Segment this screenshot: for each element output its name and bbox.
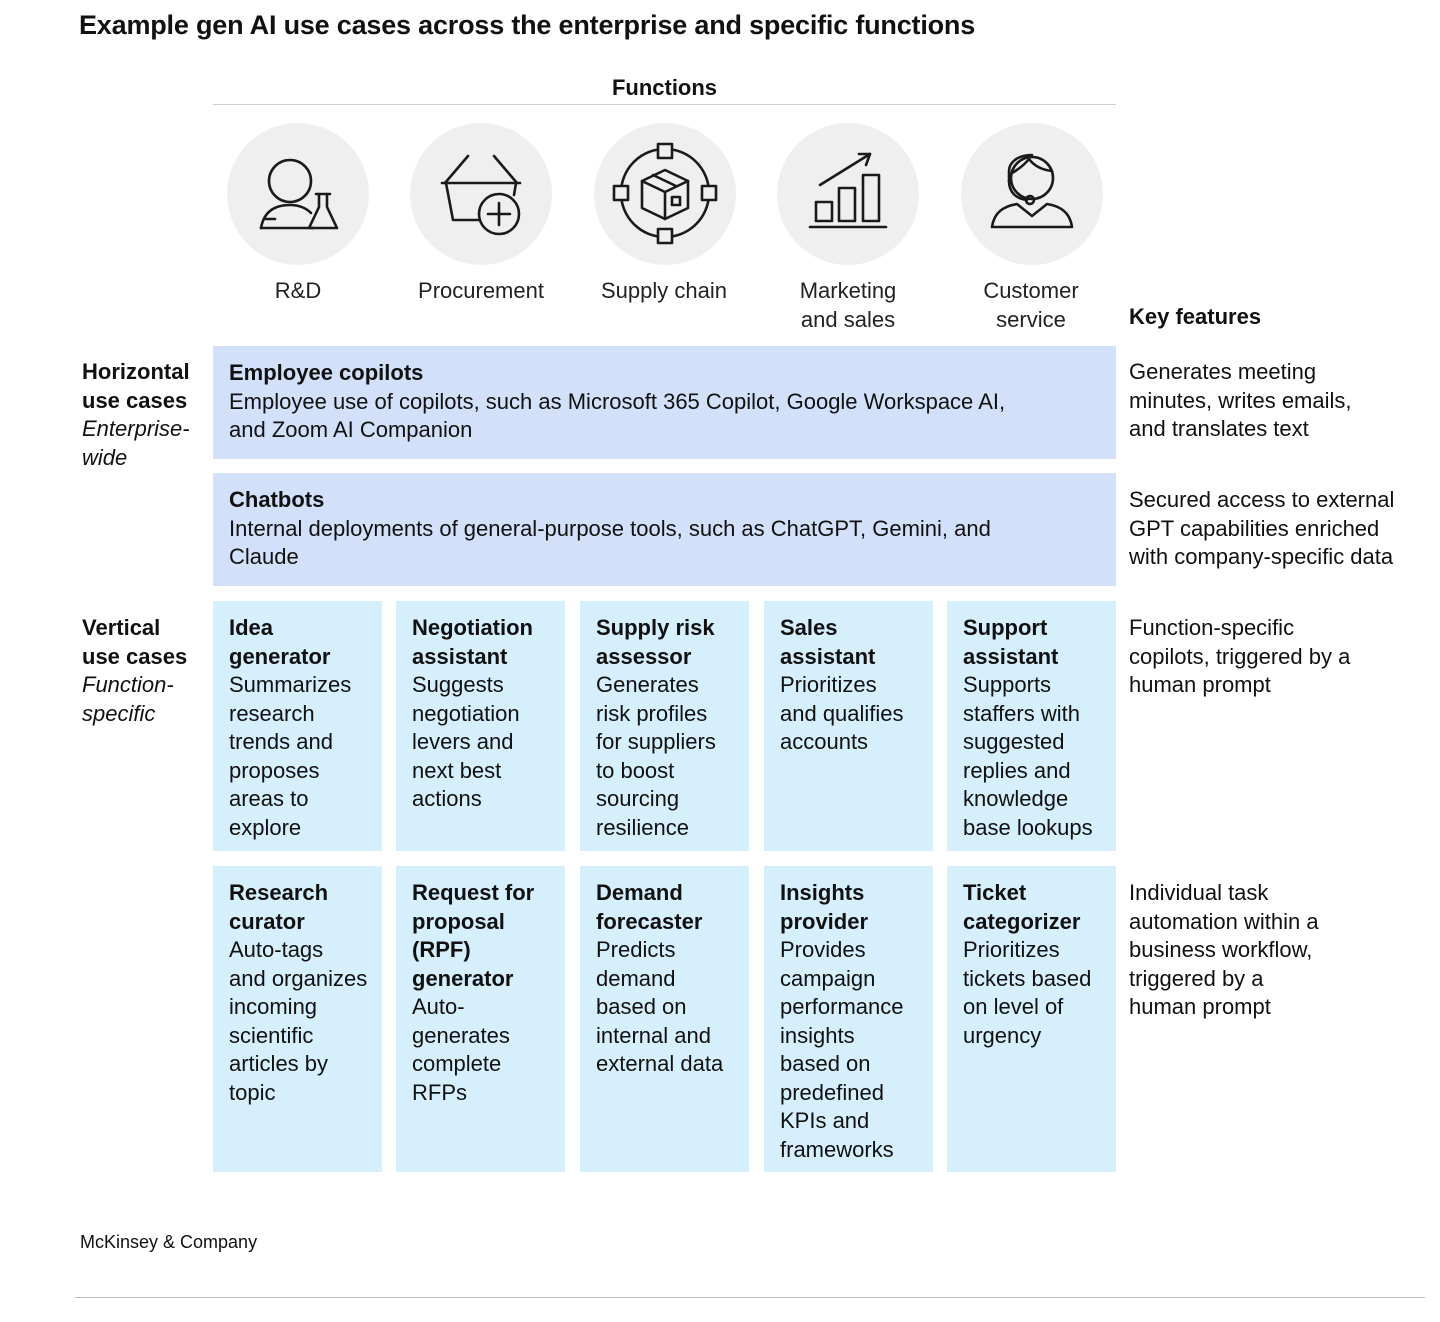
box-description: Employee use of copilots, such as Micros… — [229, 388, 1006, 443]
vertical-label-title: Vertical use cases — [82, 615, 188, 669]
functions-heading: Functions — [611, 75, 718, 100]
card-title: Ticket categorizer — [963, 880, 1081, 934]
card-title: Sales assistant — [780, 615, 876, 669]
use-case-card: Supply risk assessor Generates risk prof… — [580, 601, 749, 851]
page-title: Example gen AI use cases across the ente… — [79, 10, 976, 40]
use-case-card: Sales assistant Prioritizes and qualifie… — [764, 601, 933, 851]
key-feature-text: Secured access to external GPT capabilit… — [1129, 487, 1395, 569]
growth-chart-icon — [777, 123, 919, 265]
card-description: Suggests negotiation levers and next bes… — [412, 672, 520, 811]
card-title: Support assistant — [963, 615, 1059, 669]
function-label-supply-chain: Supply chain — [601, 278, 727, 303]
horizontal-use-cases-label: Horizontal use cases Enterprise- wide — [82, 358, 190, 472]
use-case-card: Research curator Auto-tags and organizes… — [213, 866, 382, 1172]
horizontal-label-subtitle: Enterprise- wide — [82, 416, 190, 470]
use-case-card: Idea generator Summarizes research trend… — [213, 601, 382, 851]
card-description: Provides campaign performance insights b… — [780, 937, 904, 1162]
vertical-label-subtitle: Function- specific — [82, 672, 174, 726]
key-feature-text: Function-specific copilots, triggered by… — [1129, 615, 1351, 697]
card-description: Auto-tags and organizes incoming scienti… — [229, 937, 368, 1105]
card-description: Prioritizes tickets based on level of ur… — [963, 937, 1092, 1048]
use-case-card: Support assistant Supports staffers with… — [947, 601, 1116, 851]
chatbots-box: Chatbots Internal deployments of general… — [213, 473, 1116, 586]
box-description: Internal deployments of general-purpose … — [229, 515, 991, 570]
function-label-marketing-sales: Marketing and sales — [799, 278, 897, 332]
functions-divider — [213, 104, 1116, 105]
function-label-customer-service: Customer service — [983, 278, 1079, 332]
card-title: Insights provider — [780, 880, 869, 934]
use-case-card: Demand forecaster Predicts demand based … — [580, 866, 749, 1172]
function-label-procurement: Procurement — [418, 278, 544, 303]
use-case-card: Negotiation assistant Suggests negotiati… — [396, 601, 565, 851]
card-description: Prioritizes and qualifies accounts — [780, 672, 904, 754]
package-network-icon — [594, 123, 736, 265]
source-credit: McKinsey & Company — [80, 1232, 258, 1252]
use-case-card: Insights provider Provides campaign perf… — [764, 866, 933, 1172]
box-title: Employee copilots — [229, 360, 424, 385]
card-description: Auto- generates complete RFPs — [412, 994, 510, 1105]
key-feature-text: Generates meeting minutes, writes emails… — [1129, 359, 1352, 441]
horizontal-label-title: Horizontal use cases — [82, 359, 190, 413]
use-case-card: Ticket categorizer Prioritizes tickets b… — [947, 866, 1116, 1172]
card-description: Predicts demand based on internal and ex… — [596, 937, 724, 1076]
card-description: Supports staffers with suggested replies… — [963, 672, 1093, 840]
card-title: Supply risk assessor — [596, 615, 715, 669]
box-title: Chatbots — [229, 487, 325, 512]
card-title: Negotiation assistant — [412, 615, 533, 669]
function-label-rnd: R&D — [274, 278, 322, 303]
card-description: Summarizes research trends and proposes … — [229, 672, 352, 840]
employee-copilots-box: Employee copilots Employee use of copilo… — [213, 346, 1116, 459]
card-title: Request for proposal (RPF) generator — [412, 880, 535, 991]
scientist-icon — [227, 123, 369, 265]
bottom-divider — [75, 1297, 1425, 1298]
basket-plus-icon — [410, 123, 552, 265]
vertical-use-cases-label: Vertical use cases Function- specific — [82, 614, 187, 728]
key-feature-text: Individual task automation within a busi… — [1129, 880, 1319, 1019]
headset-agent-icon — [961, 123, 1103, 265]
card-title: Idea generator — [229, 615, 331, 669]
use-case-card: Request for proposal (RPF) generator Aut… — [396, 866, 565, 1172]
card-description: Generates risk profiles for suppliers to… — [596, 672, 716, 840]
card-title: Demand forecaster — [596, 880, 703, 934]
key-features-heading: Key features — [1129, 304, 1262, 329]
card-title: Research curator — [229, 880, 329, 934]
